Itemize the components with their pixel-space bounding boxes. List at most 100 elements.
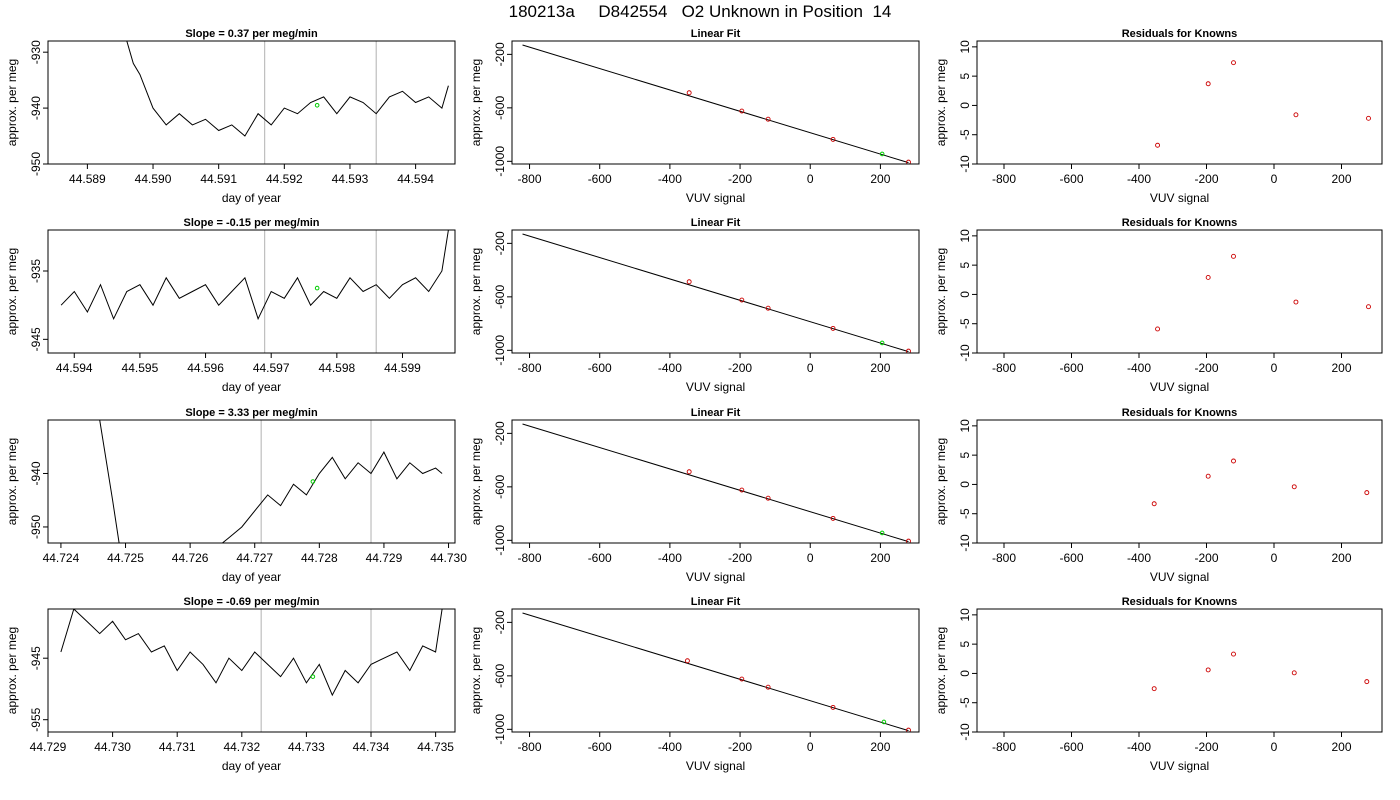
y-tick-label: -200 [493,42,507,66]
y-tick-label: -945 [29,327,43,351]
x-axis-label: VUV signal [686,759,745,773]
panel-4-3: Residuals for Knowns -800 -600 -400 -200 0 200… [934,596,1383,773]
plot-area [60,230,449,321]
y-tick-label: -935 [29,259,43,283]
panel-title: Linear Fit [691,217,741,229]
known-point [739,487,745,493]
x-tick-label: 200 [1331,172,1351,186]
fit-line [522,612,909,732]
panel-1-3: Residuals for Knowns -800 -600 -400 -200 0 200… [934,28,1383,205]
unknown-marker [310,479,316,484]
unknown-point [879,340,885,346]
x-tick-label: 44.590 [135,172,172,186]
panel-3-1: Slope = 3.33 per meg/min 44.724 44.725 44.7… [5,407,467,584]
panel-2-3: Residuals for Knowns -800 -600 -400 -200 0 200… [934,217,1383,394]
unknown-point [879,151,885,157]
y-tick-label: -1000 [493,146,507,177]
residual-point [1205,274,1211,280]
y-tick-label: 5 [958,640,972,647]
y-tick-label: 0 [958,670,972,677]
x-tick-label: -400 [1127,551,1151,565]
y-tick-label: 10 [958,419,972,433]
x-tick-label: -200 [728,172,752,186]
x-axis-label: day of year [222,191,281,205]
x-tick-label: 200 [870,361,890,375]
residual-point [1293,299,1299,305]
plot-frame [976,229,1383,354]
panel-2-1: Slope = -0.15 per meg/min 44.594 44.595 44.… [5,217,456,394]
residual-point [1155,142,1161,148]
x-tick-label: -400 [1127,361,1151,375]
y-tick-label: 5 [958,451,972,458]
plot-area [522,44,911,164]
residual-point [1205,473,1211,479]
residual-point [1366,304,1371,310]
x-axis-label: VUV signal [1150,759,1209,773]
x-tick-label: 200 [1331,361,1351,375]
plot-area [1155,60,1371,148]
x-tick-label: 44.731 [159,740,196,754]
x-axis-label: day of year [222,759,281,773]
known-point [765,684,771,690]
x-axis-label: VUV signal [1150,191,1209,205]
y-tick-label: -10 [958,723,972,741]
panel-4-2: Linear Fit -800 -600 -400 -200 0 200 -1000 -600 -… [469,596,920,773]
x-tick-label: -200 [1194,172,1218,186]
y-tick-label: -955 [29,707,43,731]
panel-1-1: Slope = 0.37 per meg/min 44.589 44.590 44.5… [5,28,456,205]
fit-line [522,423,909,543]
x-axis-label: VUV signal [686,191,745,205]
x-tick-label: -400 [658,361,682,375]
y-axis-label: approx. per meg [934,627,948,714]
plot-frame [976,40,1383,165]
y-tick-label: -5 [958,697,972,708]
known-point [765,495,771,501]
plot-area [99,420,443,543]
y-tick-label: -10 [958,155,972,173]
x-tick-label: 0 [1271,740,1278,754]
y-axis-label: approx. per meg [934,438,948,525]
x-tick-label: -800 [992,172,1016,186]
plot-frame [511,40,920,165]
x-axis-label: VUV signal [686,380,745,394]
y-axis-label: approx. per meg [5,59,19,146]
known-point [830,325,836,331]
y-tick-label: -940 [29,96,43,120]
x-tick-label: -200 [1194,551,1218,565]
x-tick-label: 44.596 [187,361,224,375]
x-tick-label: -600 [588,172,612,186]
plot-area [126,41,449,137]
x-tick-label: 44.728 [301,551,338,565]
x-tick-label: -600 [588,740,612,754]
x-tick-label: 44.598 [318,361,355,375]
plot-area [1151,651,1370,692]
x-tick-label: 44.726 [172,551,209,565]
data-series-line [60,609,443,697]
known-point [765,116,771,122]
x-tick-label: -200 [1194,361,1218,375]
unknown-point [879,530,885,536]
plot-frame [47,229,456,354]
y-tick-label: 10 [958,40,972,54]
y-tick-label: -5 [958,129,972,140]
x-tick-label: -800 [518,361,542,375]
y-axis-label: approx. per meg [469,248,483,335]
known-point [686,90,692,96]
y-tick-label: 10 [958,229,972,243]
x-tick-label: -600 [1059,361,1083,375]
panel-2-2: Linear Fit -800 -600 -400 -200 0 200 -1000 -600 -… [469,217,920,394]
known-point [906,727,911,732]
x-tick-label: 44.727 [236,551,273,565]
panel-title: Linear Fit [691,28,741,40]
fit-line [522,44,909,164]
plot-frame [511,229,920,354]
residual-point [1231,60,1236,66]
known-point [686,469,692,475]
known-point [830,704,836,710]
x-tick-label: 44.724 [43,551,80,565]
x-tick-label: 44.597 [253,361,290,375]
x-tick-label: 44.593 [332,172,369,186]
y-tick-label: -5 [958,508,972,519]
panel-title: Linear Fit [691,407,741,419]
panel-1-2: Linear Fit -800 -600 -400 -200 0 200 -1000 -600 -… [469,28,920,205]
